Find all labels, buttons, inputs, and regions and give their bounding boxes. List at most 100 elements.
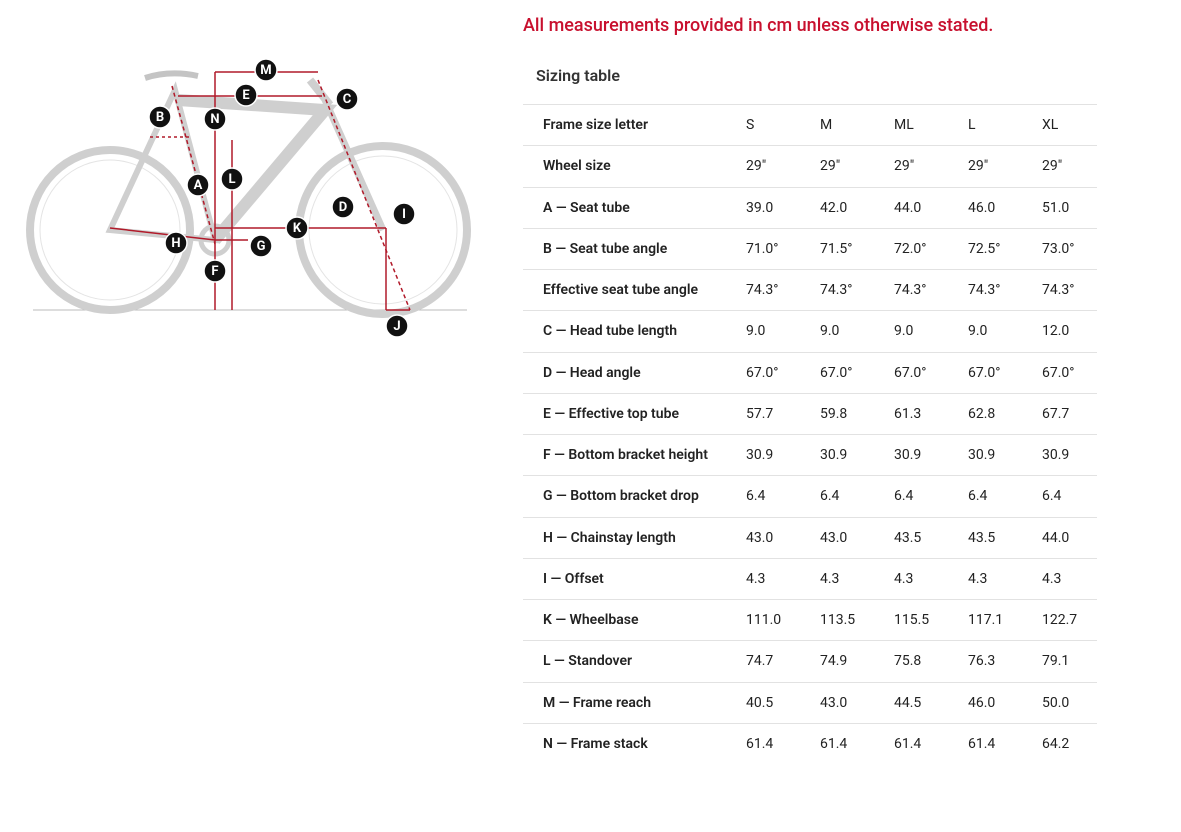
table-row: L — Standover 74.7 74.9 75.8 76.3 79.1 <box>523 640 1097 681</box>
size-value: 71.0° <box>746 240 779 257</box>
size-value: 29" <box>746 158 767 175</box>
dimension-badge: N <box>203 107 227 131</box>
size-value: 57.7 <box>746 405 774 422</box>
size-value: S <box>746 117 755 133</box>
badge-circle <box>220 167 244 191</box>
badge-letter: I <box>402 207 406 222</box>
dimension-badge: C <box>335 87 359 111</box>
measurement-note: All measurements provided in cm unless o… <box>523 15 994 36</box>
size-value: 67.0° <box>968 364 1001 381</box>
table-row: M — Frame reach 40.5 43.0 44.5 46.0 50.0 <box>523 681 1097 723</box>
size-value: 42.0 <box>820 199 848 216</box>
size-value: 50.0 <box>1042 694 1070 711</box>
size-value: XL <box>1042 117 1059 133</box>
dimension-badge: L <box>220 167 244 191</box>
badge-letter: G <box>257 239 266 254</box>
table-row: B — Seat tube angle 71.0° 71.5° 72.0° 72.5° 7… <box>523 227 1097 269</box>
size-value: 111.0 <box>746 612 782 629</box>
row-label: F — Bottom bracket height <box>543 447 708 464</box>
size-value: L <box>968 117 976 133</box>
size-value: 74.9 <box>820 653 848 670</box>
dimension-badge: G <box>249 234 273 258</box>
row-label: I — Offset <box>543 570 604 587</box>
size-value: 44.5 <box>894 694 922 711</box>
row-label: E — Effective top tube <box>543 405 679 422</box>
table-row: K — Wheelbase 111.0 113.5 115.5 117.1 122.7 <box>523 599 1097 640</box>
badge-letter: D <box>339 200 347 215</box>
size-value: 30.9 <box>746 447 774 464</box>
size-value: 9.0 <box>894 323 914 340</box>
badge-circle <box>285 216 309 240</box>
size-value: 43.5 <box>894 529 922 546</box>
size-value: 61.4 <box>968 735 996 752</box>
size-value: 9.0 <box>820 323 840 340</box>
size-value: 67.0° <box>1042 364 1075 381</box>
badge-circle <box>254 58 278 82</box>
size-value: 4.3 <box>820 570 840 587</box>
size-value: 61.4 <box>894 735 922 752</box>
size-value: 43.0 <box>820 694 848 711</box>
size-value: 46.0 <box>968 694 996 711</box>
table-row: A — Seat tube 39.0 42.0 44.0 46.0 51.0 <box>523 186 1097 228</box>
size-value: 61.4 <box>746 735 774 752</box>
size-value: 76.3 <box>968 653 996 670</box>
size-value: 74.3° <box>968 282 1001 299</box>
size-value: 73.0° <box>1042 240 1075 257</box>
size-value: 117.1 <box>968 612 1004 629</box>
size-value: 61.4 <box>820 735 848 752</box>
dimension-badge: I <box>392 202 416 226</box>
dimension-badge: B <box>148 105 172 129</box>
size-value: 75.8 <box>894 653 922 670</box>
size-value: 6.4 <box>894 488 914 505</box>
table-row: Effective seat tube angle 74.3° 74.3° 74.3°… <box>523 269 1097 310</box>
size-value: 74.3° <box>894 282 927 299</box>
size-value: 9.0 <box>968 323 988 340</box>
size-value: 29" <box>968 158 989 175</box>
row-label: B — Seat tube angle <box>543 240 668 257</box>
header-row: Frame size letter S M ML L XL <box>523 104 1097 145</box>
sizing-table: Frame size letter S M ML L XL Wheel size 29" 29"… <box>523 104 1097 764</box>
row-label: N — Frame stack <box>543 735 648 752</box>
badge-circle <box>164 231 188 255</box>
badge-letter: K <box>293 221 302 236</box>
dimension-badge: M <box>254 58 278 82</box>
badge-circle <box>392 202 416 226</box>
table-row: D — Head angle 67.0° 67.0° 67.0° 67.0° 67.0° <box>523 351 1097 393</box>
badge-letter: E <box>242 88 250 103</box>
size-value: 30.9 <box>820 447 848 464</box>
table-row: N — Frame stack 61.4 61.4 61.4 61.4 64.2 <box>523 722 1097 764</box>
size-value: M <box>820 117 833 133</box>
table-row: Wheel size 29" 29" 29" 29" 29" <box>523 145 1097 186</box>
size-value: 43.5 <box>968 529 996 546</box>
badge-circle <box>186 173 210 197</box>
row-label: H — Chainstay length <box>543 529 676 546</box>
dimension-badge: A <box>186 173 210 197</box>
size-value: 44.0 <box>894 199 922 216</box>
badge-circle <box>203 107 227 131</box>
size-value: 39.0 <box>746 199 774 216</box>
size-value: 9.0 <box>746 323 766 340</box>
size-value: 4.3 <box>746 570 766 587</box>
table-row: G — Bottom bracket drop 6.4 6.4 6.4 6.4 6.4 <box>523 475 1097 516</box>
badge-circle <box>385 314 409 338</box>
row-label: Frame size letter <box>543 117 648 133</box>
row-label: D — Head angle <box>543 364 641 381</box>
row-label: G — Bottom bracket drop <box>543 488 699 505</box>
badge-letter: F <box>211 264 218 279</box>
size-value: 4.3 <box>968 570 988 587</box>
badge-letter: H <box>171 236 180 251</box>
badge-letter: N <box>210 112 219 127</box>
size-value: 67.0° <box>894 364 927 381</box>
size-value: 74.3° <box>1042 282 1075 299</box>
dimension-badge: J <box>385 314 409 338</box>
badge-circle <box>148 105 172 129</box>
size-value: 44.0 <box>1042 529 1070 546</box>
size-value: 67.7 <box>1042 405 1070 422</box>
size-value: 61.3 <box>894 405 922 422</box>
size-value: 74.3° <box>746 282 779 299</box>
size-value: 6.4 <box>1042 488 1062 505</box>
row-label: L — Standover <box>543 653 633 670</box>
badge-circle <box>234 83 258 107</box>
size-value: 74.7 <box>746 653 774 670</box>
